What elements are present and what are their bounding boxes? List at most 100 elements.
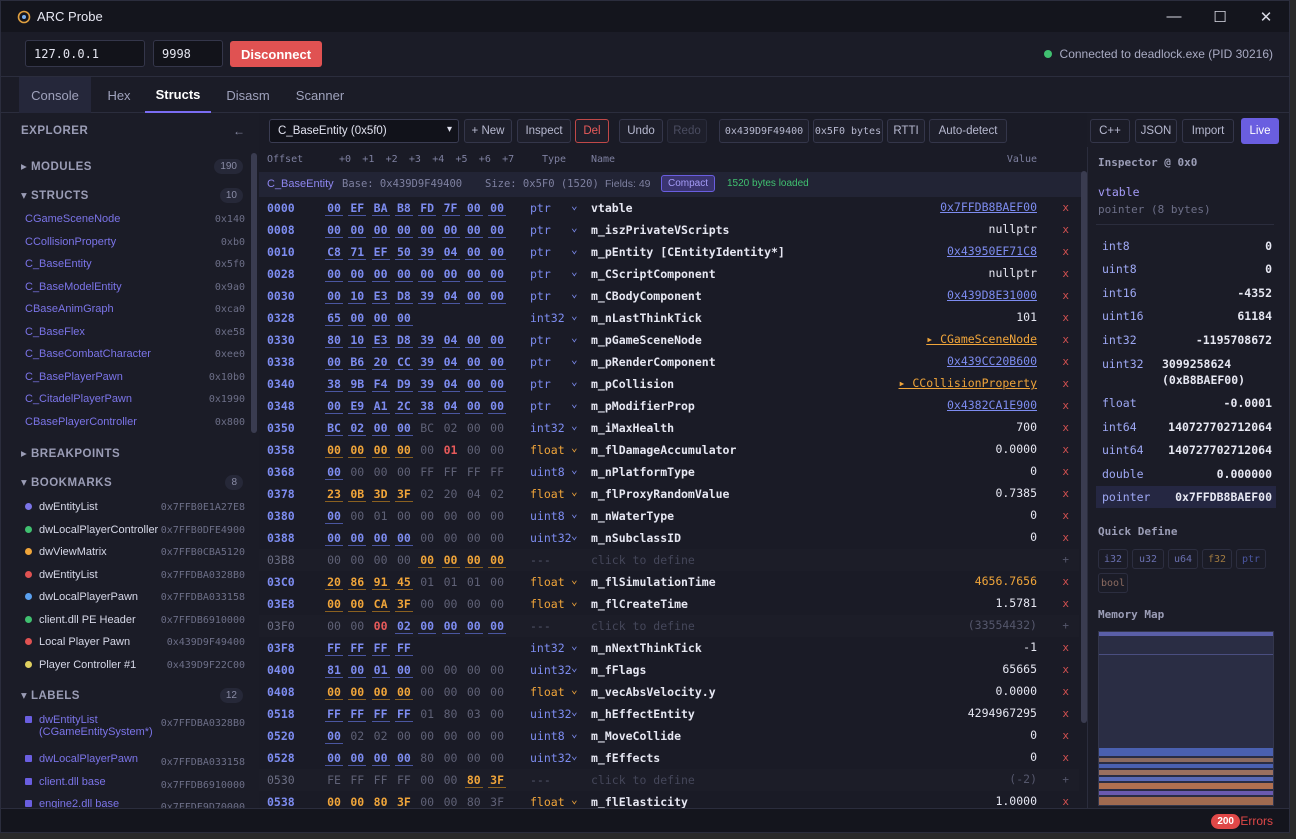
row-name[interactable]: m_flElasticity [591, 795, 688, 808]
byte-cell[interactable]: 3F [488, 773, 507, 788]
byte-cell[interactable]: 00 [325, 267, 343, 282]
tab-disasm[interactable]: Disasm [226, 87, 270, 103]
byte-cell[interactable]: 00 [488, 553, 507, 568]
byte-cell[interactable]: EF [348, 201, 367, 216]
byte-cell[interactable]: 04 [466, 487, 481, 501]
byte-cell[interactable]: 00 [350, 465, 365, 479]
byte-cell[interactable]: 00 [348, 267, 367, 282]
byte-cell[interactable]: 00 [443, 663, 458, 677]
struct-item[interactable]: C_BaseCombatCharacter [25, 348, 151, 360]
row-name[interactable]: m_fFlags [591, 663, 647, 677]
byte-cell[interactable]: 00 [464, 355, 483, 370]
delete-field-icon[interactable]: x [1062, 355, 1069, 368]
table-row[interactable]: 0030 00 10 E3 D8 39 04 00 00 ptr ⌄ m_CBodyComponent… [259, 285, 1079, 307]
byte-cell[interactable]: 00 [350, 509, 365, 523]
byte-cell[interactable]: 00 [420, 443, 435, 457]
byte-cell[interactable]: 00 [488, 245, 507, 260]
byte-cell[interactable]: F4 [371, 377, 390, 392]
row-value[interactable]: 0x4382CA1E900 [946, 398, 1037, 412]
byte-cell[interactable]: D8 [394, 289, 413, 304]
byte-cell[interactable]: 00 [466, 443, 481, 457]
label-item[interactable]: dwLocalPlayerPawn [25, 753, 138, 765]
row-type[interactable]: ptr [530, 355, 551, 369]
byte-cell[interactable]: A1 [371, 399, 390, 414]
delete-field-icon[interactable]: x [1062, 729, 1069, 742]
byte-cell[interactable]: 00 [490, 509, 505, 523]
row-name[interactable]: m_pModifierProp [591, 399, 695, 413]
byte-cell[interactable]: FF [371, 641, 390, 656]
byte-cell[interactable]: 01 [371, 663, 390, 678]
byte-cell[interactable]: 00 [325, 597, 343, 612]
inspector-value[interactable]: 140727702712064 [1168, 420, 1272, 434]
byte-cell[interactable]: 04 [441, 245, 460, 260]
delete-field-icon[interactable]: x [1062, 245, 1069, 258]
chevron-down-icon[interactable]: ⌄ [571, 199, 578, 212]
byte-cell[interactable]: 00 [466, 751, 481, 765]
label-item[interactable]: engine2.dll base [25, 798, 119, 808]
byte-cell[interactable]: 00 [348, 597, 367, 612]
chevron-down-icon[interactable]: ⌄ [571, 749, 578, 762]
byte-cell[interactable]: FF [394, 641, 413, 656]
byte-cell[interactable]: 00 [348, 443, 367, 458]
byte-cell[interactable]: 00 [394, 311, 413, 326]
collapse-icon[interactable]: ← [233, 124, 245, 138]
byte-cell[interactable]: 00 [371, 223, 390, 238]
byte-cell[interactable]: 20 [325, 575, 343, 590]
byte-cell[interactable]: 00 [490, 421, 505, 435]
struct-item[interactable]: C_CitadelPlayerPawn [25, 393, 132, 405]
byte-cell[interactable]: FF [371, 707, 390, 722]
byte-cell[interactable]: 00 [441, 619, 460, 634]
byte-cell[interactable]: 50 [394, 245, 413, 260]
table-row[interactable]: 0330 80 10 E3 D8 39 04 00 00 ptr ⌄ m_pGameSceneNode… [259, 329, 1079, 351]
row-value[interactable]: ▸ CCollisionProperty [898, 376, 1037, 390]
byte-cell[interactable]: 80 [420, 751, 435, 765]
byte-cell[interactable]: 00 [348, 795, 366, 808]
delete-field-icon[interactable]: x [1062, 641, 1069, 654]
row-type[interactable]: ptr [530, 289, 551, 303]
byte-cell[interactable]: FF [373, 773, 388, 787]
table-row[interactable]: 0000 00 EF BA B8 FD 7F 00 00 ptr ⌄ vtable 0x7FFDB8BA… [259, 197, 1079, 219]
auto-detect-button[interactable]: Auto-detect [929, 119, 1007, 143]
delete-field-icon[interactable]: x [1062, 707, 1069, 720]
byte-cell[interactable]: 80 [372, 795, 390, 808]
byte-cell[interactable]: 81 [325, 663, 343, 678]
byte-cell[interactable]: 00 [394, 531, 413, 546]
byte-cell[interactable]: FE [327, 773, 341, 787]
breakpoints-header[interactable]: ▸ BREAKPOINTS [21, 446, 120, 460]
row-name[interactable]: m_nPlatformType [591, 465, 695, 479]
memory-map[interactable] [1098, 631, 1274, 806]
byte-cell[interactable]: 45 [394, 575, 413, 590]
export-cpp-button[interactable]: C++ [1090, 119, 1130, 143]
add-icon[interactable]: + [1062, 619, 1069, 632]
byte-cell[interactable]: 00 [420, 663, 435, 677]
byte-cell[interactable]: 00 [443, 773, 458, 787]
chevron-down-icon[interactable]: ⌄ [571, 331, 578, 344]
row-type[interactable]: ptr [530, 267, 551, 281]
delete-field-icon[interactable]: x [1062, 267, 1069, 280]
chevron-down-icon[interactable]: ⌄ [571, 529, 578, 542]
byte-cell[interactable]: 0B [348, 487, 367, 502]
byte-cell[interactable]: 00 [490, 751, 505, 765]
byte-cell[interactable]: 00 [466, 663, 481, 677]
delete-field-icon[interactable]: x [1062, 399, 1069, 412]
table-row[interactable]: 03F8 FF FF FF FF int32 ⌄ m_nNextThinkTick -1 x [259, 637, 1079, 659]
byte-cell[interactable]: 00 [488, 399, 507, 414]
byte-cell[interactable]: 00 [490, 663, 505, 677]
table-row[interactable]: 0358 00 00 00 00 00 01 00 00 float ⌄ m_flDamageAccu… [259, 439, 1079, 461]
byte-cell[interactable]: 00 [418, 223, 437, 238]
byte-cell[interactable]: 00 [373, 465, 388, 479]
inspector-value[interactable]: 0 [1265, 239, 1272, 253]
inspector-value[interactable]: -4352 [1237, 286, 1272, 300]
table-row[interactable]: 0028 00 00 00 00 00 00 00 00 ptr ⌄ m_CScriptCompone… [259, 263, 1079, 285]
row-type[interactable]: ptr [530, 399, 551, 413]
byte-cell[interactable]: 00 [466, 421, 481, 435]
byte-cell[interactable]: 00 [327, 553, 341, 567]
live-toggle[interactable]: Live [1241, 118, 1279, 144]
byte-cell[interactable]: 00 [325, 685, 343, 700]
byte-cell[interactable]: 00 [490, 531, 505, 545]
byte-cell[interactable]: E3 [371, 289, 390, 304]
struct-item[interactable]: CCollisionProperty [25, 235, 117, 248]
errors-label[interactable]: Errors [1240, 814, 1273, 828]
row-type[interactable]: uint8 [530, 509, 565, 523]
bookmark-item[interactable]: dwEntityList [25, 569, 98, 581]
